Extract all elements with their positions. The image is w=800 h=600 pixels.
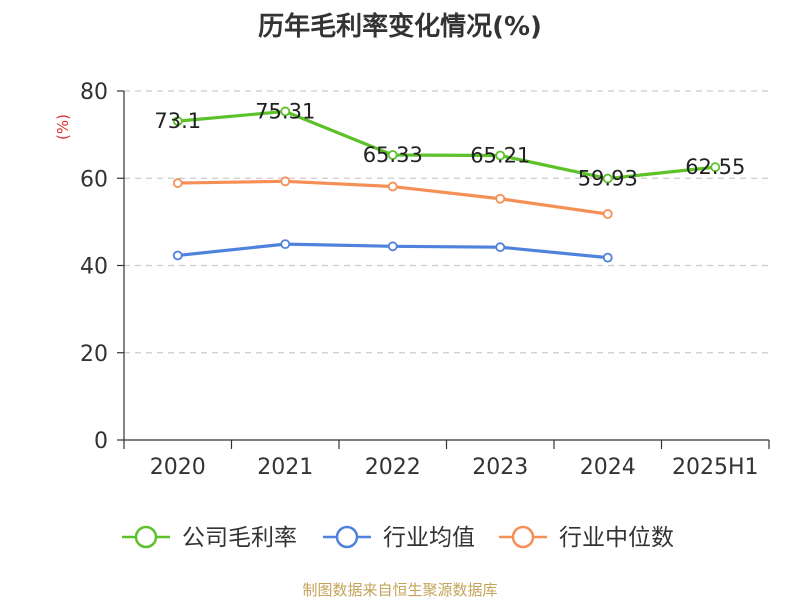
series-line xyxy=(177,109,716,181)
data-point xyxy=(280,176,291,187)
data-point xyxy=(280,239,291,250)
legend: 公司毛利率 行业均值 行业中位数 xyxy=(122,525,674,551)
data-point xyxy=(495,193,506,204)
data-point xyxy=(602,173,613,184)
data-label: 65.21 xyxy=(470,144,530,168)
data-point xyxy=(172,116,183,127)
data-label: 75.31 xyxy=(255,99,315,123)
legend-label: 行业均值 xyxy=(383,525,475,551)
source-footer: 制图数据来自恒生聚源数据库 xyxy=(302,581,498,599)
series-layer xyxy=(172,106,721,263)
axis-layer: 0 20 40 60 80 2020 2021 2022 2023 2024 2025H1 xyxy=(80,80,770,480)
data-label: 73.1 xyxy=(154,109,201,133)
x-tick-label: 2024 xyxy=(580,455,636,480)
legend-marker xyxy=(511,525,535,549)
data-point xyxy=(280,106,291,117)
legend-marker xyxy=(335,525,359,549)
y-axis-unit-label: (%) xyxy=(54,114,72,140)
data-point xyxy=(172,178,183,188)
data-point xyxy=(172,250,183,261)
data-point xyxy=(602,252,613,263)
y-tick-label: 80 xyxy=(80,80,108,105)
chart-title: 历年毛利率变化情况(%) xyxy=(258,12,542,42)
x-tick-label: 2021 xyxy=(257,455,313,480)
y-tick-label: 60 xyxy=(80,167,108,192)
data-point xyxy=(387,181,398,192)
y-tick-label: 20 xyxy=(80,342,108,367)
data-point xyxy=(495,150,506,161)
x-tick-label: 2022 xyxy=(365,455,421,480)
data-label: 62.55 xyxy=(685,155,745,179)
data-point xyxy=(495,242,506,253)
y-tick-label: 0 xyxy=(94,429,108,454)
data-point xyxy=(710,162,721,173)
x-tick-label: 2025H1 xyxy=(672,455,759,480)
legend-label: 公司毛利率 xyxy=(182,525,297,551)
data-point xyxy=(387,241,398,252)
data-point xyxy=(602,209,613,219)
data-label-layer: 73.1 75.31 65.33 65.21 59.93 62.55 xyxy=(154,99,745,190)
data-label: 59.93 xyxy=(578,167,638,191)
x-tick-label: 2020 xyxy=(150,455,206,480)
grid-layer xyxy=(124,90,769,354)
x-tick-label: 2023 xyxy=(472,455,528,480)
y-tick-label: 40 xyxy=(80,255,108,280)
data-label: 65.33 xyxy=(363,143,423,167)
legend-marker xyxy=(134,525,158,549)
data-point xyxy=(387,150,398,160)
legend-label: 行业中位数 xyxy=(559,525,674,551)
